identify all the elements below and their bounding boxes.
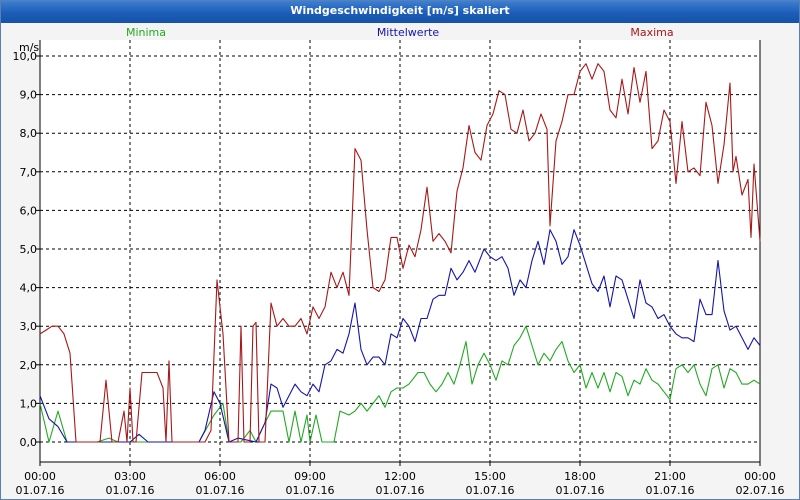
x-tick-date: 01.07.16 [286, 484, 335, 497]
legend-mittelwerte: Mittelwerte [377, 26, 440, 39]
x-tick-date: 01.07.16 [556, 484, 605, 497]
series-line-maxima [39, 63, 761, 443]
y-axis-unit: m/s [19, 41, 39, 54]
y-tick-label: 5,0 [20, 243, 38, 256]
y-tick-label: 4,0 [20, 282, 38, 295]
x-tick-date: 01.07.16 [16, 484, 65, 497]
y-tick-label: 6,0 [20, 204, 38, 217]
x-tick-time: 06:00 [204, 470, 236, 483]
title-bar: Windgeschwindigkeit [m/s] skaliert [1, 1, 799, 23]
x-tick-time: 00:00 [24, 470, 56, 483]
series-line-mittelwerte [39, 229, 761, 443]
x-tick-date: 02.07.16 [736, 484, 785, 497]
y-tick-label: 7,0 [20, 166, 38, 179]
x-tick-time: 21:00 [654, 470, 686, 483]
window-title: Windgeschwindigkeit [m/s] skaliert [290, 4, 510, 17]
x-tick-date: 01.07.16 [106, 484, 155, 497]
y-tick-label: 0,0 [20, 436, 38, 449]
y-axis-ticks: 0,0 1,0 2,0 3,0 4,0 5,0 6,0 7,0 8,0 9,0 10,0 [13, 50, 40, 449]
x-tick-date: 01.07.16 [376, 484, 425, 497]
x-tick-time: 18:00 [564, 470, 596, 483]
x-tick-time: 03:00 [114, 470, 146, 483]
x-tick-time: 15:00 [474, 470, 506, 483]
x-tick-time: 09:00 [294, 470, 326, 483]
x-tick-time: 00:00 [744, 470, 776, 483]
series-lines [39, 63, 761, 443]
y-tick-label: 1,0 [20, 397, 38, 410]
y-tick-label: 2,0 [20, 359, 38, 372]
x-tick-date: 01.07.16 [196, 484, 245, 497]
x-tick-date: 01.07.16 [466, 484, 515, 497]
y-tick-label: 10,0 [13, 50, 38, 63]
x-tick-time: 12:00 [384, 470, 416, 483]
y-tick-label: 3,0 [20, 320, 38, 333]
y-tick-label: 8,0 [20, 127, 38, 140]
y-tick-label: 9,0 [20, 89, 38, 102]
legend-maxima: Maxima [630, 26, 673, 39]
legend-minima: Minima [126, 26, 166, 39]
x-axis-ticks: 00:0001.07.1603:0001.07.1606:0001.07.160… [16, 462, 785, 497]
x-tick-date: 01.07.16 [646, 484, 695, 497]
